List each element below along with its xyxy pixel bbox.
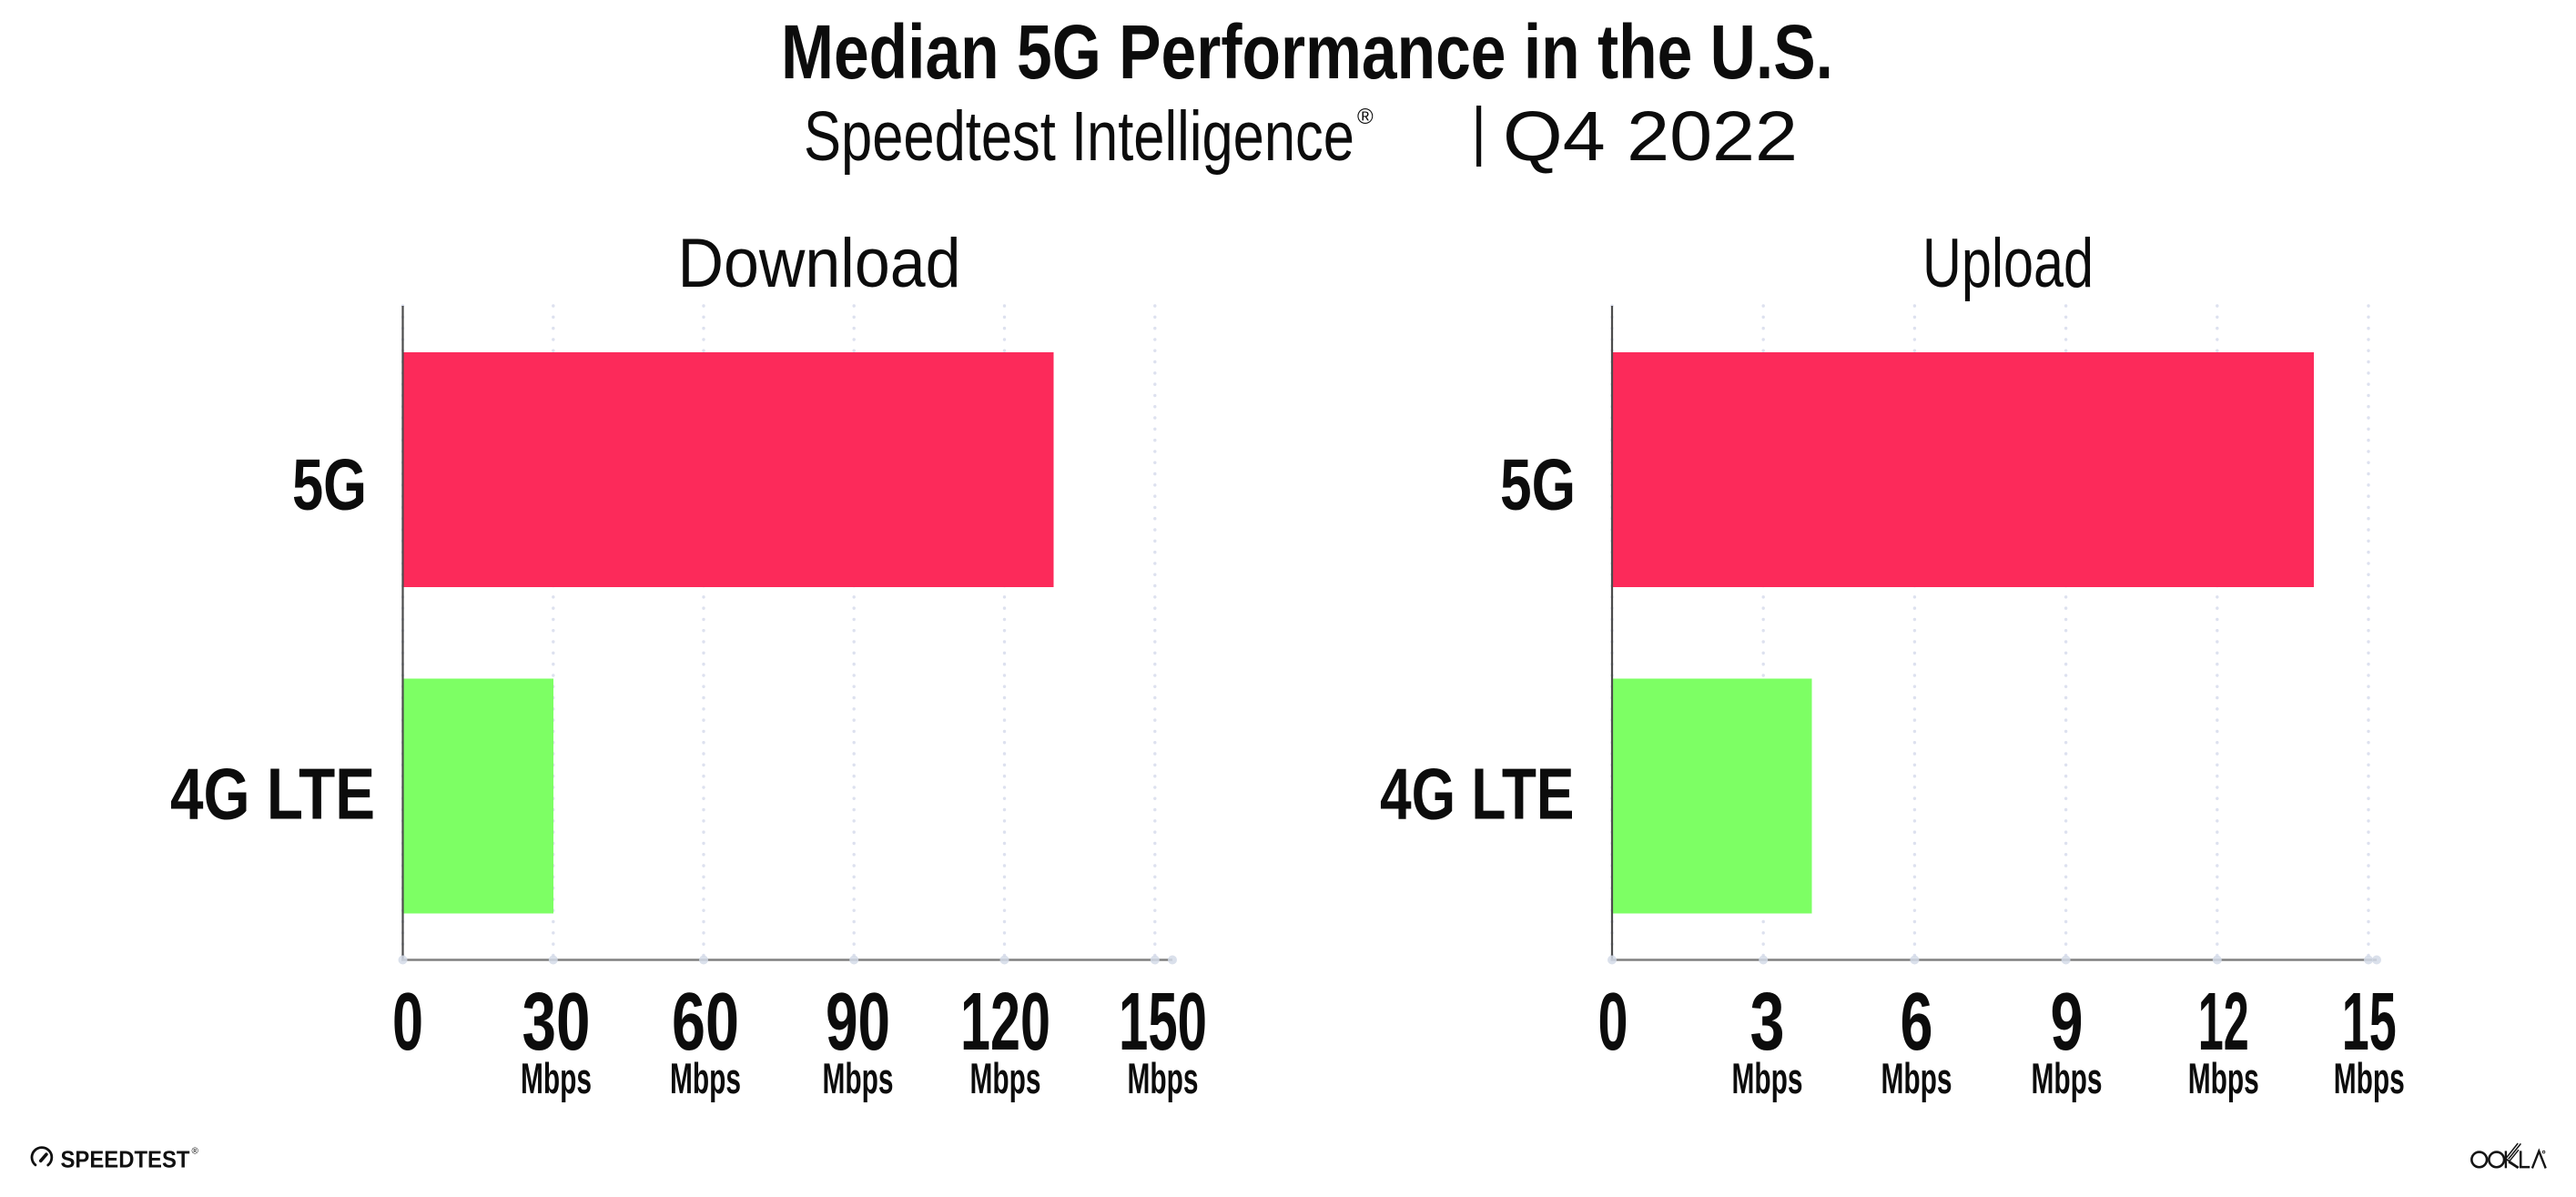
svg-text:Mbps: Mbps bbox=[2032, 1054, 2103, 1102]
svg-text:Mbps: Mbps bbox=[1732, 1054, 1803, 1102]
svg-text:0: 0 bbox=[392, 977, 423, 1068]
svg-text:4G LTE: 4G LTE bbox=[1380, 754, 1575, 835]
svg-text:Mbps: Mbps bbox=[823, 1054, 894, 1102]
svg-text:Mbps: Mbps bbox=[521, 1054, 592, 1102]
svg-text:Q4 2022: Q4 2022 bbox=[1503, 97, 1798, 176]
svg-text:150: 150 bbox=[1119, 977, 1207, 1068]
svg-text:15: 15 bbox=[2342, 977, 2397, 1068]
svg-text:Mbps: Mbps bbox=[2188, 1054, 2259, 1102]
svg-text:Mbps: Mbps bbox=[970, 1054, 1041, 1102]
svg-text:Mbps: Mbps bbox=[670, 1054, 741, 1102]
svg-text:SPEEDTEST: SPEEDTEST bbox=[61, 1146, 190, 1173]
svg-text:Mbps: Mbps bbox=[1881, 1054, 1952, 1102]
svg-text:0: 0 bbox=[1598, 977, 1628, 1068]
svg-text:Download: Download bbox=[678, 225, 961, 302]
svg-text:®: ® bbox=[192, 1147, 199, 1157]
svg-text:90: 90 bbox=[826, 977, 890, 1068]
svg-text:6: 6 bbox=[1901, 977, 1933, 1068]
svg-text:12: 12 bbox=[2198, 977, 2249, 1068]
svg-text:Mbps: Mbps bbox=[1128, 1054, 1199, 1102]
svg-text:120: 120 bbox=[960, 977, 1050, 1068]
svg-text:5G: 5G bbox=[1500, 444, 1576, 525]
svg-text:4G LTE: 4G LTE bbox=[170, 754, 375, 835]
svg-text:3: 3 bbox=[1750, 977, 1785, 1068]
svg-text:60: 60 bbox=[672, 977, 739, 1068]
svg-text:5G: 5G bbox=[292, 444, 367, 525]
svg-text:Upload: Upload bbox=[1922, 225, 2094, 302]
svg-text:®: ® bbox=[1357, 105, 1374, 129]
svg-text:Median 5G Performance in the U: Median 5G Performance in the U.S. bbox=[781, 9, 1833, 95]
svg-text:9: 9 bbox=[2051, 977, 2084, 1068]
svg-text:Speedtest Intelligence: Speedtest Intelligence bbox=[804, 97, 1354, 176]
svg-text:30: 30 bbox=[522, 977, 591, 1068]
svg-text:Mbps: Mbps bbox=[2334, 1054, 2405, 1102]
